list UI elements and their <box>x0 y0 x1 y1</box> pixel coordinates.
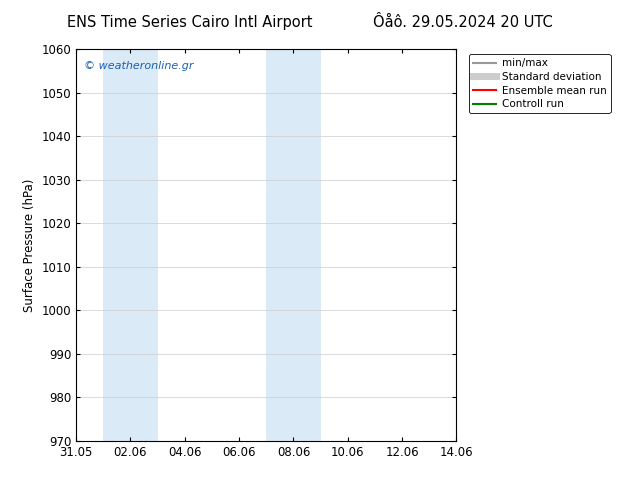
Text: © weatheronline.gr: © weatheronline.gr <box>84 61 193 71</box>
Text: Ôåô. 29.05.2024 20 UTC: Ôåô. 29.05.2024 20 UTC <box>373 15 553 30</box>
Bar <box>103 49 158 441</box>
Y-axis label: Surface Pressure (hPa): Surface Pressure (hPa) <box>23 178 36 312</box>
Legend: min/max, Standard deviation, Ensemble mean run, Controll run: min/max, Standard deviation, Ensemble me… <box>469 54 611 114</box>
Text: ENS Time Series Cairo Intl Airport: ENS Time Series Cairo Intl Airport <box>67 15 313 30</box>
Bar <box>266 49 321 441</box>
